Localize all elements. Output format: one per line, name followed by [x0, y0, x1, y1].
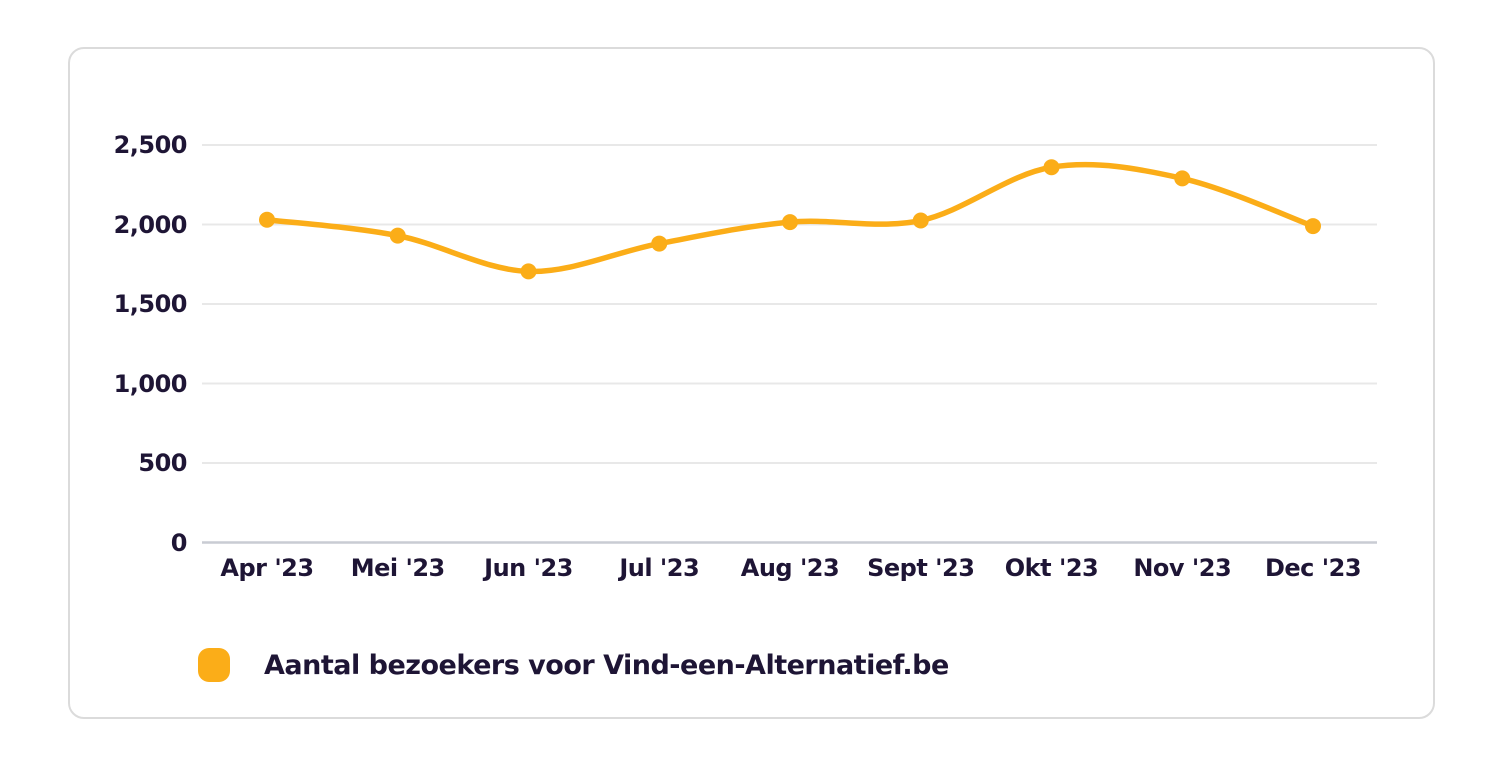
data-point[interactable]	[1305, 218, 1321, 235]
x-axis-tick-label: Jun '23	[484, 554, 573, 582]
x-axis-tick-label: Apr '23	[220, 554, 314, 582]
x-axis-tick-label: Dec '23	[1264, 554, 1362, 582]
data-point[interactable]	[259, 211, 275, 228]
x-axis-tick-label: Mei '23	[350, 554, 446, 582]
y-axis-tick-label: 1,500	[113, 290, 188, 318]
data-point[interactable]	[1174, 170, 1191, 187]
legend-series-marker-icon	[198, 648, 230, 682]
y-axis-tick-label: 500	[138, 449, 187, 477]
data-point[interactable]	[782, 214, 798, 231]
y-axis-tick-label: 2,500	[113, 131, 188, 159]
legend-label: Aantal bezoekers voor Vind-een-Alternati…	[264, 649, 949, 681]
chart-card: 0 500 1,000 1,500 2,000 2,500 Apr '23 Mei '23 J…	[68, 47, 1435, 719]
legend-item[interactable]: Aantal bezoekers voor Vind-een-Alternati…	[198, 648, 949, 682]
data-point[interactable]	[912, 212, 929, 229]
y-axis-tick-label: 2,000	[113, 210, 188, 239]
x-axis-tick-label: Aug '23	[740, 554, 840, 582]
x-axis-tick-label: Okt '23	[1004, 554, 1099, 582]
data-point[interactable]	[651, 235, 668, 252]
data-point[interactable]	[389, 227, 406, 244]
x-axis-tick-label: Nov '23	[1133, 554, 1232, 582]
line-chart	[202, 144, 1377, 544]
data-point[interactable]	[1043, 159, 1060, 176]
y-axis-tick-label: 1,000	[113, 369, 188, 398]
x-axis-tick-label: Jul '23	[619, 554, 700, 582]
x-axis-tick-label: Sept '23	[867, 554, 975, 582]
y-axis-tick-label: 0	[170, 528, 188, 557]
data-point[interactable]	[520, 263, 537, 280]
